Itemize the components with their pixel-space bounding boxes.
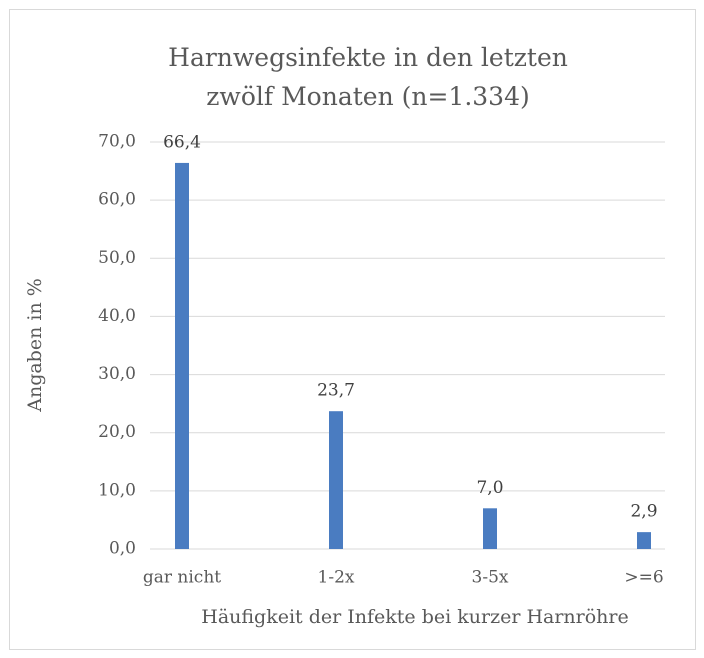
bar bbox=[483, 508, 497, 549]
y-axis-label: Angaben in % bbox=[24, 278, 46, 413]
data-label: 7,0 bbox=[476, 478, 503, 498]
y-tick-label: 20,0 bbox=[98, 422, 136, 442]
bar bbox=[175, 162, 189, 549]
y-tick-label: 30,0 bbox=[98, 364, 136, 384]
y-tick-label: 70,0 bbox=[98, 132, 136, 152]
y-tick-label: 40,0 bbox=[98, 306, 136, 326]
x-tick-label: >=6 bbox=[624, 568, 663, 588]
x-tick-label: 3-5x bbox=[472, 568, 509, 588]
x-tick-label: gar nicht bbox=[143, 568, 221, 588]
data-label: 66,4 bbox=[163, 132, 201, 152]
y-tick-label: 0,0 bbox=[109, 539, 136, 559]
y-tick-label: 10,0 bbox=[98, 480, 136, 500]
y-tick-label: 50,0 bbox=[98, 248, 136, 268]
chart-border bbox=[9, 9, 696, 650]
data-label: 2,9 bbox=[630, 502, 657, 522]
bar bbox=[329, 411, 343, 549]
bar bbox=[637, 532, 651, 549]
y-tick-label: 60,0 bbox=[98, 190, 136, 210]
x-axis-label: Häufigkeit der Infekte bei kurzer Harnrö… bbox=[201, 606, 629, 628]
x-tick-label: 1-2x bbox=[318, 568, 355, 588]
data-label: 23,7 bbox=[317, 381, 355, 401]
chart-title: Harnwegsinfekte in den letzten zwölf Mon… bbox=[168, 43, 568, 111]
